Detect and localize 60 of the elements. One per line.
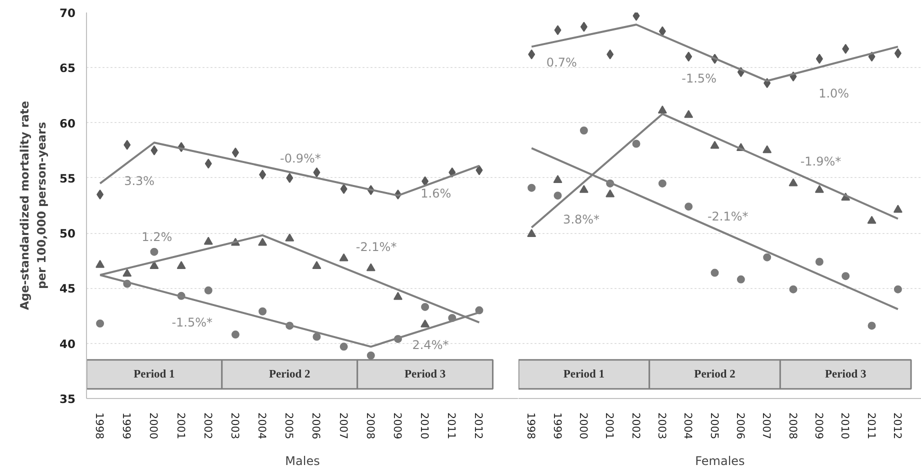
x-tick-label: 2004 (682, 412, 694, 440)
band-label: Period 1 (563, 368, 605, 380)
x-tick-label: 2003 (655, 412, 668, 440)
y-tick-label: 70 (59, 6, 76, 20)
x-tick-label: 2000 (576, 412, 589, 440)
band-label: Period 3 (404, 368, 446, 380)
x-tick-label: 1998 (524, 412, 537, 440)
x-tick-label: 2009 (390, 412, 403, 440)
x-tick-label: 2011 (864, 412, 877, 440)
x-tick-label: 2008 (364, 412, 376, 440)
x-tick-label: 2003 (228, 412, 240, 440)
annotation: -1.9%* (800, 154, 842, 168)
annotation: -1.5% (682, 72, 716, 86)
annotation: -0.9%* (280, 151, 321, 166)
x-tick-label: 2005 (282, 412, 295, 440)
x-tick-label: 2006 (734, 412, 746, 440)
x-tick-label: 1999 (550, 412, 563, 440)
x-axis-title: Males (285, 454, 320, 468)
band-label: Period 2 (694, 368, 736, 380)
x-tick-label: 1998 (93, 412, 106, 440)
x-tick-label: 2001 (603, 412, 616, 440)
band-label: Period 3 (825, 368, 866, 380)
x-tick-label: 2002 (629, 412, 642, 440)
x-tick-label: 2004 (256, 412, 268, 440)
x-tick-label: 2007 (336, 412, 349, 440)
y-tick-label: 65 (59, 61, 76, 76)
y-tick-label: 55 (59, 171, 76, 186)
x-tick-label: 2005 (708, 412, 720, 440)
annotation: 2.4%* (412, 338, 449, 352)
annotation: -2.1%* (356, 240, 397, 254)
y-tick-label: 50 (59, 226, 76, 241)
band-label: Period 1 (134, 368, 176, 380)
annotation: -1.5%* (172, 315, 213, 330)
y-axis-title: Age-standardized mortality rate per 100,000 person-years (18, 100, 48, 310)
y-tick-label: 35 (59, 392, 76, 406)
x-tick-label: 2001 (174, 412, 186, 440)
x-tick-label: 2006 (310, 412, 322, 440)
y-tick-label: 40 (59, 336, 76, 351)
x-tick-label: 2007 (760, 412, 772, 440)
x-tick-label: 1999 (120, 412, 132, 440)
x-tick-label: 2012 (472, 412, 484, 440)
x-tick-label: 2010 (418, 412, 430, 440)
y-tick-label: 60 (59, 116, 76, 130)
annotation: -2.1%* (707, 209, 748, 224)
band-label: Period 2 (269, 368, 310, 380)
x-tick-label: 2002 (201, 412, 214, 440)
x-tick-label: 2010 (838, 412, 851, 440)
x-tick-label: 2000 (147, 412, 160, 440)
annotation: 1.0% (818, 86, 850, 100)
x-tick-label: 2011 (445, 412, 458, 440)
annotation: 3.8%* (563, 212, 600, 226)
x-tick-label: 2009 (812, 412, 824, 440)
annotation: 0.7% (546, 55, 577, 70)
x-tick-label: 2012 (890, 412, 903, 440)
annotation: 1.6% (420, 186, 452, 201)
y-tick-label: 45 (59, 282, 76, 296)
annotation: 1.2% (142, 230, 172, 244)
x-axis-title: Females (695, 454, 745, 468)
annotation: 3.3% (124, 174, 155, 188)
x-tick-label: 2008 (786, 412, 798, 440)
